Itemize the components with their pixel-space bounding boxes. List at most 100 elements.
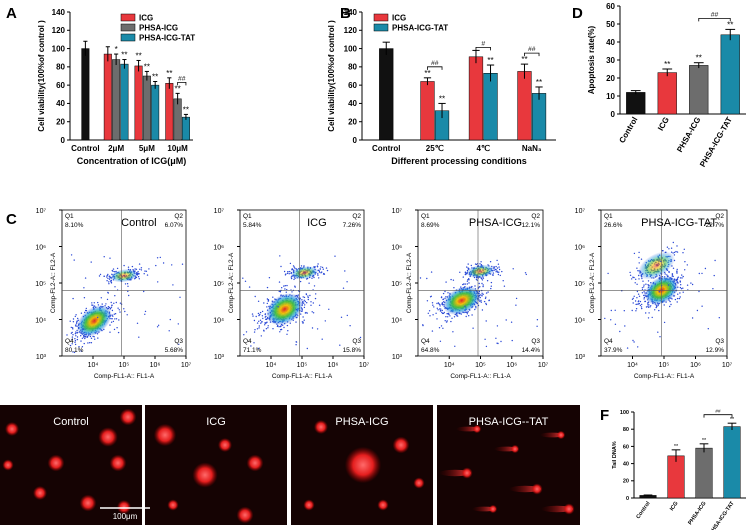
x-tick-label: 10⁷ <box>181 362 192 369</box>
event-dot <box>313 276 315 279</box>
event-dot <box>89 342 91 344</box>
event-dot <box>75 324 77 326</box>
event-dot <box>682 252 684 254</box>
event-dot <box>112 320 115 323</box>
density-cloud <box>638 251 675 280</box>
event-dot <box>266 302 268 305</box>
event-dot <box>479 300 481 303</box>
y-axis-label: Tail DNA% <box>612 441 618 469</box>
event-dot <box>80 340 82 342</box>
event-dot <box>263 302 265 304</box>
event-dot <box>691 283 694 286</box>
event-dot <box>430 271 433 273</box>
event-dot <box>490 285 492 287</box>
significance-label: ** <box>152 72 158 81</box>
event-dot <box>261 321 263 323</box>
event-dot <box>287 271 289 273</box>
event-dot <box>644 300 646 303</box>
event-dot <box>701 272 703 275</box>
event-dot <box>489 261 492 263</box>
event-dot <box>635 303 637 306</box>
cell-nucleus <box>5 422 19 436</box>
event-dot <box>427 312 429 314</box>
event-dot <box>667 284 670 286</box>
event-dot <box>322 268 324 270</box>
event-dot <box>114 295 116 297</box>
event-dot <box>610 319 612 321</box>
event-dot <box>468 278 470 280</box>
event-dot <box>436 307 438 309</box>
event-dot <box>481 279 484 281</box>
event-dot <box>670 247 673 249</box>
event-dot <box>496 270 498 272</box>
event-dot <box>497 271 499 273</box>
event-dot <box>272 328 274 330</box>
event-dot <box>645 306 648 308</box>
quadrant-percent: 6.07% <box>165 222 184 229</box>
event-dot <box>260 335 262 337</box>
event-dot <box>179 296 181 298</box>
event-dot <box>97 301 99 304</box>
event-dot <box>641 287 644 289</box>
event-dot <box>645 283 647 285</box>
bracket-label: ## <box>711 11 719 18</box>
event-dot <box>110 321 113 323</box>
event-dot <box>261 310 264 313</box>
x-axis-label: Comp-FL1-A:: FL1-A <box>634 373 695 380</box>
y-tick-label: 10⁵ <box>35 281 46 288</box>
event-dot <box>287 330 289 332</box>
significance-label: ** <box>521 55 527 64</box>
event-dot <box>481 309 484 311</box>
x-tick-label: 10⁷ <box>722 362 733 369</box>
event-dot <box>309 294 311 297</box>
event-dot <box>466 313 468 315</box>
event-dot <box>673 254 676 256</box>
event-dot <box>116 327 118 329</box>
event-dot <box>101 303 103 305</box>
event-dot <box>443 311 445 314</box>
event-dot <box>259 319 262 321</box>
event-dot <box>312 302 314 304</box>
event-dot <box>679 277 682 279</box>
event-dot <box>682 291 684 293</box>
event-dot <box>663 321 666 324</box>
event-dot <box>306 347 308 350</box>
event-dot <box>328 308 330 310</box>
event-dot <box>635 310 637 312</box>
event-dot <box>299 280 302 283</box>
event-dot <box>684 261 686 263</box>
x-tick-label: 10⁵ <box>475 362 486 369</box>
cell-nucleus <box>303 499 315 511</box>
quadrant-percent: 14.4% <box>522 347 541 354</box>
cell-nucleus <box>153 423 177 447</box>
event-dot <box>252 315 254 317</box>
event-dot <box>261 315 264 317</box>
event-dot <box>277 306 279 308</box>
significance-label: ** <box>730 417 735 423</box>
event-dot <box>289 262 292 265</box>
event-dot <box>78 346 80 348</box>
event-dot <box>515 304 517 306</box>
microscopy-image <box>437 405 580 525</box>
event-dot <box>148 268 150 270</box>
event-dot <box>629 271 631 274</box>
event-dot <box>439 309 442 312</box>
x-axis-label: Comp-FL1-A:: FL1-A <box>272 373 333 380</box>
event-dot <box>679 296 681 298</box>
density-cloud <box>76 305 112 337</box>
event-dot <box>632 339 634 342</box>
event-dot <box>490 287 492 290</box>
cell-nucleus <box>461 467 473 479</box>
event-dot <box>114 286 116 288</box>
event-dot <box>80 335 82 337</box>
event-dot <box>634 282 636 284</box>
event-dot <box>97 304 100 306</box>
x-tick-label: 2μM <box>108 144 124 153</box>
event-dot <box>676 278 679 281</box>
event-dot <box>144 270 146 272</box>
event-dot <box>643 294 645 297</box>
event-dot <box>445 281 447 283</box>
quadrant-percent: 5.84% <box>243 222 262 229</box>
event-dot <box>712 288 714 290</box>
event-dot <box>647 317 650 319</box>
